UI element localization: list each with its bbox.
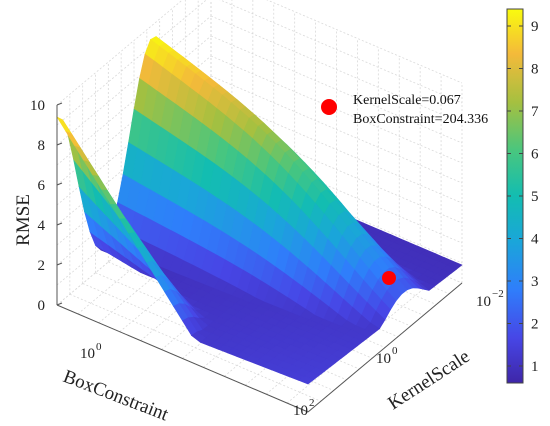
annotation-line-1: KernelScale=0.067	[353, 93, 461, 108]
marker-large	[321, 99, 337, 115]
colorbar-tick-label: 1	[531, 359, 539, 375]
y-tick-2-base: 10	[376, 351, 391, 367]
y-tick-2-exp: 0	[392, 345, 398, 357]
colorbar-tick-label: 2	[531, 317, 539, 333]
z-tick-label: 0	[38, 298, 46, 314]
colorbar-tick-label: 5	[531, 189, 539, 205]
annotation-line-2: BoxConstraint=204.336	[353, 112, 488, 127]
colorbar-tick-label: 4	[531, 232, 539, 248]
z-tick-label: 10	[30, 98, 45, 114]
rmse-surface	[56, 36, 463, 385]
colorbar: 1 2 3 4 5 6 7 8 9	[506, 8, 539, 384]
colorbar-tick-label: 3	[531, 274, 539, 290]
z-tick-label: 6	[38, 178, 46, 194]
grid-line	[56, 0, 183, 106]
grid-line	[266, 0, 463, 84]
z-tick-mark	[56, 222, 63, 226]
axis-lines	[56, 105, 463, 413]
y-tick-3-base: 10	[293, 403, 308, 419]
colorbar-ticks: 1 2 3 4 5 6 7 8 9	[507, 19, 539, 375]
colorbar-tick-label: 8	[531, 62, 539, 78]
z-tick-mark	[56, 302, 63, 306]
optimum-point	[382, 271, 396, 285]
colorbar-tick-label: 6	[531, 147, 539, 163]
z-tick-label: 4	[38, 218, 46, 234]
colorbar-tick-label: 7	[531, 104, 539, 120]
y-tick-labels: 10 −2 10 0 10 2	[293, 288, 504, 419]
y-tick-1-base: 10	[476, 294, 491, 310]
z-tick-labels: 0 2 4 6 8 10	[30, 98, 63, 314]
surface-patch	[56, 116, 73, 135]
x-axis-label: BoxConstraint	[60, 366, 172, 426]
y-tick-3-exp: 2	[309, 397, 315, 409]
y-axis-line	[307, 282, 463, 413]
colorbar-tick-label: 9	[531, 19, 539, 35]
z-tick-mark	[56, 102, 63, 106]
z-tick-mark	[56, 182, 63, 186]
z-tick-mark	[56, 262, 63, 266]
y-tick-1-exp: −2	[492, 288, 504, 300]
x-tick-base: 10	[80, 346, 95, 362]
y-axis-label: KernelScale	[384, 346, 473, 414]
surface-patch	[298, 375, 315, 385]
x-tick-label: 10 0	[80, 341, 102, 362]
z-tick-label: 8	[38, 138, 46, 154]
z-tick-mark	[56, 142, 63, 146]
z-tick-label: 2	[38, 258, 46, 274]
x-tick-exp: 0	[96, 341, 102, 353]
x-axis-line	[56, 304, 309, 413]
z-axis-label: RMSE	[13, 194, 34, 246]
